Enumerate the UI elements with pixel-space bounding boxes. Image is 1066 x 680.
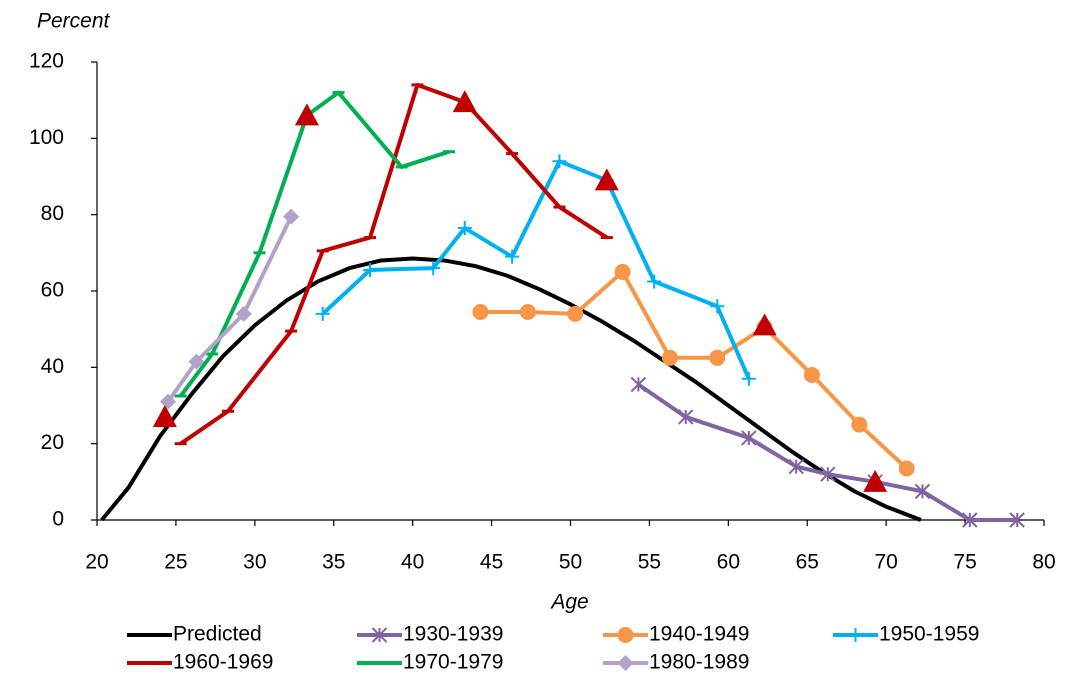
x-tick-label: 75: [953, 551, 976, 574]
legend-marker: [371, 627, 388, 643]
marker: [851, 416, 868, 433]
legend-label: 1960-1969: [173, 651, 273, 674]
legend-label: 1950-1959: [879, 623, 979, 646]
marker: [505, 249, 520, 264]
y-tick-label: 60: [41, 279, 64, 302]
marker: [914, 483, 931, 500]
marker: [457, 221, 472, 236]
legend-marker: [848, 628, 863, 642]
marker: [188, 353, 205, 370]
marker: [678, 409, 694, 425]
series-line: [179, 90, 450, 398]
marker: [315, 306, 330, 321]
y-tick-label: 100: [29, 126, 64, 149]
series-line: [179, 82, 608, 446]
x-tick-label: 35: [322, 551, 345, 574]
x-tick-label: 50: [559, 551, 582, 574]
series-line: [321, 159, 751, 380]
x-tick-label: 55: [638, 551, 661, 574]
legend-label: 1940-1949: [649, 623, 749, 646]
marker: [709, 349, 726, 366]
legend-label: 1930-1939: [403, 623, 503, 646]
marker: [661, 349, 678, 366]
series-line: [166, 215, 293, 403]
marker: [426, 261, 441, 276]
marker: [472, 303, 489, 320]
y-tick-label: 20: [41, 431, 64, 454]
marker: [614, 263, 631, 280]
highlight-triangle: [294, 103, 319, 126]
series-line: [637, 382, 1018, 522]
x-tick-label: 80: [1032, 551, 1055, 574]
marker: [710, 299, 725, 314]
legend-label: 1970-1979: [403, 651, 503, 674]
marker: [741, 430, 757, 446]
legend-label: 1980-1989: [649, 651, 749, 674]
x-tick-label: 30: [243, 551, 266, 574]
y-axis-title: Percent: [37, 10, 111, 33]
marker: [630, 376, 647, 393]
legend-marker: [617, 655, 634, 671]
y-tick-label: 120: [29, 50, 64, 73]
marker: [647, 274, 662, 289]
marker: [519, 303, 536, 320]
marker: [898, 460, 915, 477]
marker: [803, 366, 820, 383]
x-tick-label: 40: [401, 551, 424, 574]
marker: [552, 154, 567, 169]
x-axis-title: Age: [549, 591, 588, 614]
highlight-triangle: [863, 469, 888, 492]
highlight-triangle: [594, 168, 619, 191]
marker: [567, 305, 584, 322]
marker: [283, 208, 300, 225]
legend-label: Predicted: [173, 623, 262, 646]
marker: [235, 305, 252, 322]
marker: [1009, 512, 1025, 528]
x-tick-label: 70: [874, 551, 897, 574]
marker: [962, 512, 978, 528]
legend-marker: [617, 627, 634, 643]
y-tick-label: 80: [41, 202, 64, 225]
y-tick-label: 0: [52, 508, 64, 531]
marker: [741, 371, 756, 386]
marker: [363, 263, 378, 278]
highlight-triangle: [752, 313, 777, 336]
x-tick-label: 20: [85, 551, 108, 574]
marker: [820, 466, 836, 482]
x-tick-label: 25: [164, 551, 187, 574]
x-tick-label: 45: [480, 551, 503, 574]
marker: [160, 393, 177, 410]
x-tick-label: 60: [717, 551, 740, 574]
highlight-triangle: [452, 90, 477, 113]
series-line: [100, 256, 922, 522]
highlight-triangle: [152, 404, 177, 427]
y-tick-label: 40: [41, 355, 64, 378]
x-tick-label: 65: [796, 551, 819, 574]
marker: [788, 458, 804, 475]
series-line: [480, 269, 909, 470]
